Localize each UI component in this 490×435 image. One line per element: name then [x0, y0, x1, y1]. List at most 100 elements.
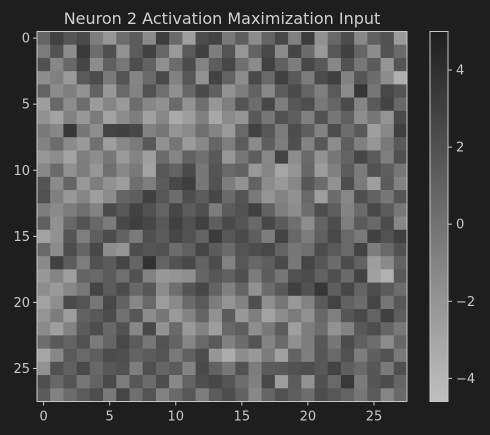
heatmap-cell: [248, 31, 263, 46]
heatmap-cell: [367, 190, 381, 204]
heatmap-cell: [274, 84, 289, 98]
heatmap-cell: [393, 110, 408, 125]
heatmap-cell: [354, 335, 368, 350]
heatmap-cell: [50, 150, 64, 165]
x-tick-label: 10: [167, 410, 184, 425]
heatmap-cell: [195, 361, 210, 376]
heatmap-cell: [274, 282, 289, 297]
heatmap-cell: [380, 256, 395, 270]
y-tick-label: 0: [22, 32, 30, 47]
heatmap-cell: [37, 295, 51, 310]
heatmap-cell: [340, 190, 355, 204]
heatmap-cell: [208, 269, 223, 283]
heatmap-cell: [301, 229, 315, 244]
colorbar-tick-label: 2: [456, 141, 464, 156]
heatmap-cell: [169, 348, 183, 363]
heatmap-cell: [327, 269, 342, 283]
heatmap-cell: [37, 309, 51, 323]
heatmap-cell: [103, 97, 117, 112]
heatmap-cell: [380, 203, 395, 217]
heatmap-cell: [155, 31, 170, 46]
heatmap-cell: [380, 163, 395, 178]
heatmap-cell: [367, 375, 381, 389]
heatmap-cell: [354, 176, 368, 191]
heatmap-cell: [142, 256, 157, 270]
heatmap-cell: [380, 71, 395, 85]
heatmap-cell: [393, 348, 408, 363]
heatmap-cell: [195, 190, 210, 204]
heatmap-cell: [354, 57, 368, 72]
heatmap-cell: [155, 150, 170, 165]
heatmap-cell: [142, 190, 157, 204]
heatmap-cell: [155, 256, 170, 270]
heatmap-cell: [222, 163, 236, 178]
heatmap-cell: [367, 282, 381, 297]
heatmap-cell: [274, 150, 289, 165]
heatmap-cell: [50, 57, 64, 72]
heatmap-cell: [380, 110, 395, 125]
heatmap-cell: [169, 124, 183, 138]
heatmap-cell: [116, 190, 130, 204]
heatmap-cell: [367, 216, 381, 231]
heatmap-cell: [63, 163, 78, 178]
heatmap-cell: [195, 97, 210, 112]
x-tick-label: 5: [106, 410, 114, 425]
heatmap-cell: [288, 71, 302, 85]
heatmap-cell: [380, 229, 395, 244]
heatmap-cell: [63, 57, 78, 72]
heatmap-cell: [248, 361, 263, 376]
heatmap-cell: [327, 348, 342, 363]
heatmap-cell: [274, 71, 289, 85]
heatmap-cell: [248, 150, 263, 165]
heatmap-cell: [380, 31, 395, 46]
heatmap-cell: [393, 57, 408, 72]
heatmap-cell: [288, 31, 302, 46]
heatmap-cell: [208, 57, 223, 72]
heatmap-cell: [129, 256, 144, 270]
heatmap-cell: [354, 137, 368, 151]
heatmap-cell: [248, 71, 263, 85]
heatmap-cell: [248, 335, 263, 350]
heatmap-cell: [235, 388, 249, 402]
heatmap-cell: [301, 176, 315, 191]
heatmap-cell: [340, 388, 355, 402]
heatmap-cell: [103, 229, 117, 244]
heatmap-cell: [169, 44, 183, 59]
heatmap-cell: [103, 124, 117, 138]
heatmap-cell: [367, 361, 381, 376]
heatmap-cell: [142, 375, 157, 389]
heatmap-cell: [301, 137, 315, 151]
heatmap-cell: [155, 282, 170, 297]
heatmap-cell: [380, 269, 395, 283]
heatmap-cell: [393, 97, 408, 112]
heatmap-cell: [340, 176, 355, 191]
heatmap-cell: [222, 71, 236, 85]
heatmap-cell: [155, 216, 170, 231]
heatmap-cell: [103, 84, 117, 98]
heatmap-cell: [354, 190, 368, 204]
heatmap-cell: [182, 361, 196, 376]
heatmap-cell: [235, 309, 249, 323]
heatmap-cell: [37, 229, 51, 244]
heatmap-cell: [314, 150, 329, 165]
heatmap-cell: [129, 163, 144, 178]
heatmap-cell: [63, 269, 78, 283]
heatmap-cell: [301, 31, 315, 46]
heatmap-cell: [37, 335, 51, 350]
heatmap-cell: [182, 282, 196, 297]
heatmap-cell: [195, 57, 210, 72]
heatmap-cell: [182, 335, 196, 350]
heatmap-cell: [103, 361, 117, 376]
heatmap-cell: [288, 269, 302, 283]
heatmap-cell: [103, 31, 117, 46]
heatmap-cell: [208, 256, 223, 270]
heatmap-cell: [129, 216, 144, 231]
heatmap-cell: [261, 282, 276, 297]
heatmap-cell: [89, 190, 104, 204]
heatmap-cell: [37, 269, 51, 283]
heatmap-cell: [76, 282, 91, 297]
heatmap-cell: [248, 282, 263, 297]
heatmap-cell: [155, 361, 170, 376]
heatmap-cell: [208, 110, 223, 125]
heatmap-cell: [50, 110, 64, 125]
